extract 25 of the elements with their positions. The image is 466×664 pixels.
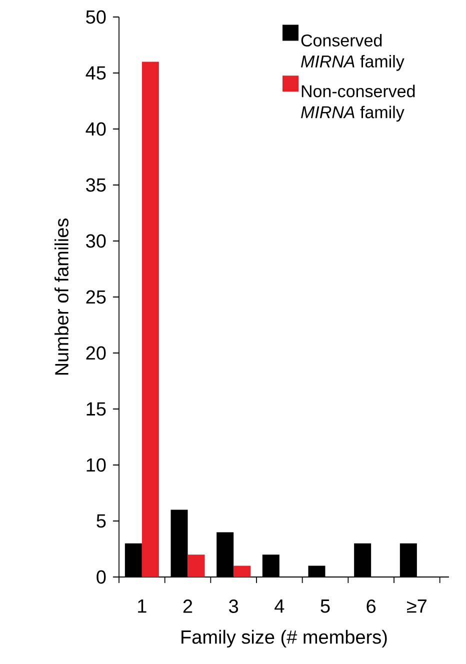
- bar: [142, 62, 159, 577]
- y-tick-label: 50: [86, 10, 106, 24]
- y-tick-label: 25: [86, 290, 106, 304]
- x-tick-label: 5: [320, 600, 330, 613]
- y-tick-label: 35: [86, 178, 106, 192]
- x-tick-label: 4: [274, 600, 284, 613]
- y-tick-label: 30: [86, 234, 106, 248]
- x-tick-label: 6: [366, 600, 376, 613]
- legend-label: Conserved MIRNA family: [301, 34, 404, 71]
- x-axis-title: Family size (# members): [182, 630, 387, 648]
- y-tick-label: 15: [86, 402, 106, 416]
- bar: [234, 566, 251, 577]
- x-tick-label: ≥7: [407, 600, 426, 613]
- x-tick-label: 2: [183, 600, 192, 613]
- y-tick-label: 0: [96, 570, 106, 584]
- legend-label: Non-conserved MIRNA family: [301, 84, 415, 122]
- y-tick-label: 20: [86, 346, 106, 360]
- x-tick-label: 3: [229, 600, 238, 613]
- y-tick-label: 45: [86, 66, 106, 80]
- bar: [188, 554, 205, 577]
- y-axis-title: Number of families: [54, 218, 68, 375]
- y-tick-label: 40: [86, 122, 106, 136]
- y-tick-label: 5: [96, 514, 106, 528]
- y-tick-label: 10: [86, 458, 106, 472]
- x-tick-label: 1: [138, 600, 146, 613]
